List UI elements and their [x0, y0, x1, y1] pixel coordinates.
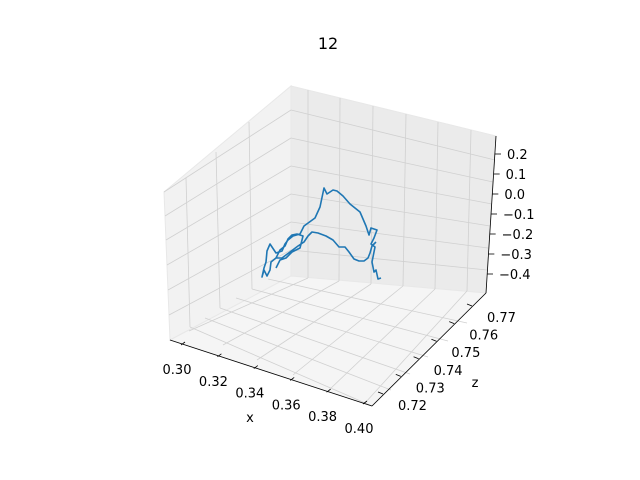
x-tick-mark: [253, 365, 259, 369]
x-tick-mark: [289, 377, 295, 381]
z-tick-label: 0.77: [487, 311, 516, 326]
x-tick-mark: [362, 400, 368, 405]
y-tick-label: −0.1: [503, 208, 535, 223]
x-tick-mark: [326, 388, 331, 393]
z-axis-ticks: 0.72 0.73 0.74 0.75 0.76 0.77: [377, 303, 516, 414]
z-tick-mark: [449, 321, 455, 324]
x-tick-label: 0.30: [163, 363, 192, 378]
series-line: [261, 187, 382, 280]
axis-edges: [169, 135, 497, 407]
x-tick-mark: [217, 353, 222, 358]
z-tick-label: 0.76: [469, 329, 498, 344]
y-tick-label: 0.2: [507, 148, 528, 163]
y-tick-label: 0.0: [504, 188, 525, 203]
z-tick-label: 0.74: [434, 364, 463, 379]
z-tick-label: 0.75: [451, 346, 480, 361]
y-axis-ticks: −0.4 −0.3 −0.2 −0.1 0.0 0.1 0.2: [487, 148, 535, 283]
z-tick-mark: [377, 391, 384, 395]
x-tick-label: 0.34: [235, 387, 264, 402]
x-tick-label: 0.36: [272, 398, 301, 413]
z-tick-mark: [466, 303, 473, 307]
y-tick-label: −0.2: [502, 228, 534, 243]
z-tick-mark: [395, 374, 401, 377]
z-tick-label: 0.72: [398, 399, 427, 414]
x-tick-label: 0.40: [345, 422, 374, 437]
x-axis-ticks: 0.30 0.32 0.34 0.36 0.38 0.40: [163, 341, 374, 437]
x-tick-label: 0.38: [308, 410, 337, 425]
y-tick-label: −0.3: [500, 248, 532, 263]
y-tick-label: −0.4: [499, 268, 531, 283]
z-tick-mark: [413, 356, 419, 360]
z-axis-label: z: [472, 376, 479, 391]
z-tick-mark: [431, 338, 437, 342]
y-tick-label: 0.1: [506, 168, 527, 183]
gridlines: [163, 90, 496, 407]
panes: [163, 84, 497, 407]
pane-back: [290, 85, 497, 294]
x-axis-label: x: [246, 411, 254, 426]
x-tick-label: 0.32: [199, 375, 228, 390]
chart-title: 12: [318, 34, 338, 53]
x-tick-mark: [180, 341, 186, 346]
z-tick-label: 0.73: [416, 381, 445, 396]
